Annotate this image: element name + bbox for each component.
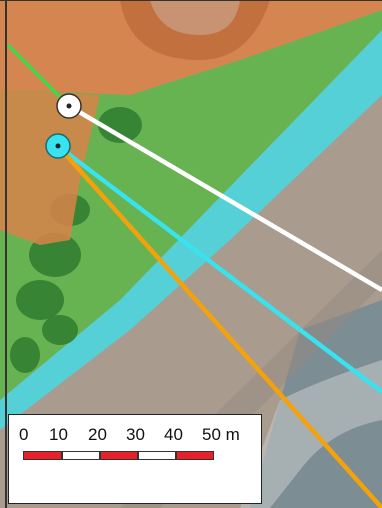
white-transect-line [67,104,382,292]
scale-label-30: 30 [126,425,145,444]
scale-segment-4 [138,451,176,460]
cyan-transect-line [56,144,382,394]
scale-label-20: 20 [88,425,107,444]
cyan-zone [0,30,382,430]
white-station-marker[interactable] [56,93,82,119]
green-transect-line [6,43,71,108]
scale-label-10: 10 [49,425,68,444]
plaza-building [150,0,240,35]
scale-segment-1 [23,451,62,460]
scale-segment-2 [62,451,100,460]
scale-segment-5 [176,451,214,460]
scale-label-50m: 50 m [202,425,240,444]
cyan-station-marker[interactable] [45,133,71,159]
orange-zone-lower [0,90,100,245]
surf-foam [240,360,382,508]
scale-label-0: 0 [19,425,29,444]
scale-segment-3 [100,451,138,460]
orange-transect-line [56,144,382,508]
scale-label-40: 40 [164,425,183,444]
scale-bar: 0 10 20 30 40 50 m [8,414,262,504]
